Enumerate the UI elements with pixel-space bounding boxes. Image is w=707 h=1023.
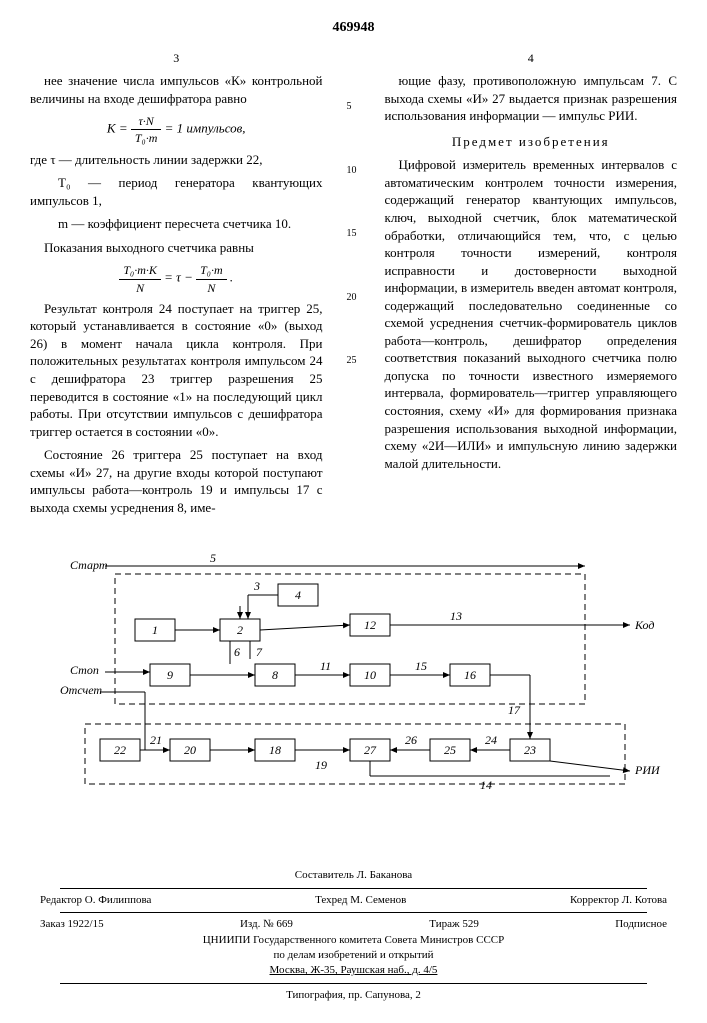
label-kod: Код — [634, 618, 654, 632]
wire-19: 19 — [315, 758, 327, 772]
label-rii: РИИ — [634, 763, 661, 777]
col-num-right: 4 — [385, 50, 678, 66]
def-tau: τ — длительность линии задержки 22, — [50, 152, 262, 167]
left-p3: Результат контроля 24 поступает на тригг… — [30, 300, 323, 440]
box-20: 20 — [184, 743, 196, 757]
box-2: 2 — [237, 623, 243, 637]
footer-editor: Редактор О. Филиппова — [40, 893, 151, 908]
box-10: 10 — [364, 668, 376, 682]
f1-num: τ·N — [131, 113, 162, 130]
f2b-den: N — [196, 280, 227, 296]
wire-21: 21 — [150, 733, 162, 747]
wire-7: 7 — [256, 645, 263, 659]
label-otschet: Отсчет — [60, 683, 102, 697]
ln-5: 5 — [347, 100, 361, 114]
f2b-frac: T₀·m N — [196, 262, 227, 295]
col-num-left: 3 — [30, 50, 323, 66]
box-22: 22 — [114, 743, 126, 757]
right-p2: Цифровой измеритель временных интервалов… — [385, 156, 678, 472]
footer-typo: Типография, пр. Сапунова, 2 — [30, 988, 677, 1003]
right-column: 4 ющие фазу, противоположную импульсам 7… — [385, 50, 678, 522]
ln-25: 25 — [347, 354, 361, 368]
subject-title: Предмет изобретения — [385, 133, 678, 151]
f2b-num: T₀·m — [196, 262, 227, 279]
footer-izd: Изд. № 669 — [240, 917, 293, 932]
ln-20: 20 — [347, 291, 361, 305]
f1-lhs: K = — [107, 121, 128, 136]
wire-26: 26 — [405, 733, 417, 747]
ln-15: 15 — [347, 227, 361, 241]
formula-1: K = τ·N T₀·m = 1 импульсов, — [30, 113, 323, 146]
footer-corrector: Корректор Л. Котова — [570, 893, 667, 908]
left-column: 3 нее значение числа импульсов «К» контр… — [30, 50, 323, 522]
box-23: 23 — [524, 743, 536, 757]
wire-24: 24 — [485, 733, 497, 747]
footer: Составитель Л. Баканова Редактор О. Фили… — [30, 868, 677, 1003]
f1-rhs: = 1 импульсов, — [165, 121, 246, 136]
line-numbers: 5 10 15 20 25 — [347, 50, 361, 522]
box-25: 25 — [444, 743, 456, 757]
wire-3: 3 — [253, 579, 260, 593]
label-start: Старт — [70, 558, 108, 572]
wire-11: 11 — [320, 659, 331, 673]
footer-org2: по делам изобретений и открытий — [30, 948, 677, 963]
box-1: 1 — [152, 623, 158, 637]
footer-order: Заказ 1922/15 — [40, 917, 104, 932]
wire-13: 13 — [450, 609, 462, 623]
footer-compiler: Составитель Л. Баканова — [30, 868, 677, 883]
box-4: 4 — [295, 588, 301, 602]
left-p1: нее значение числа импульсов «К» контрол… — [30, 72, 323, 107]
label-stop: Стоп — [70, 663, 99, 677]
box-9: 9 — [167, 668, 173, 682]
wire-15: 15 — [415, 659, 427, 673]
footer-tech: Техред М. Семенов — [315, 893, 406, 908]
block-diagram: 1 2 4 12 9 8 10 16 22 20 18 27 25 23 Ста… — [30, 544, 677, 808]
f1-den: T₀·m — [131, 130, 162, 146]
right-p1: ющие фазу, противоположную импульсам 7. … — [385, 72, 678, 125]
box-27: 27 — [364, 743, 377, 757]
def-t0: T₀ — период генератора квантующих импуль… — [30, 174, 323, 209]
box-18: 18 — [269, 743, 281, 757]
left-p4: Состояние 26 триггера 25 поступает на вх… — [30, 446, 323, 516]
box-16: 16 — [464, 668, 476, 682]
footer-tirazh: Тираж 529 — [429, 917, 479, 932]
wire-14: 14 — [480, 778, 492, 792]
where-line: где τ — длительность линии задержки 22, — [30, 151, 323, 169]
where: где — [30, 152, 47, 167]
box-8: 8 — [272, 668, 278, 682]
wire-5: 5 — [210, 551, 216, 565]
f1-frac: τ·N T₀·m — [131, 113, 162, 146]
patent-number: 469948 — [30, 20, 677, 36]
f2-period: . — [230, 270, 233, 285]
f2a-frac: T₀·m·K N — [119, 262, 161, 295]
footer-podpisnoe: Подписное — [615, 917, 667, 932]
footer-org: ЦНИИПИ Государственного комитета Совета … — [30, 933, 677, 948]
def-m: m — коэффициент пересчета счетчика 10. — [30, 215, 323, 233]
f2-mid: = τ − — [164, 270, 193, 285]
text-columns: 3 нее значение числа импульсов «К» контр… — [30, 50, 677, 522]
box-12: 12 — [364, 618, 376, 632]
ln-10: 10 — [347, 164, 361, 178]
left-p2: Показания выходного счетчика равны — [30, 239, 323, 257]
f2a-den: N — [119, 280, 161, 296]
wire-6: 6 — [234, 645, 240, 659]
f2a-num: T₀·m·K — [119, 262, 161, 279]
footer-addr: Москва, Ж-35, Раушская наб., д. 4/5 — [30, 963, 677, 978]
wire-17: 17 — [508, 703, 521, 717]
formula-2: T₀·m·K N = τ − T₀·m N . — [30, 262, 323, 295]
